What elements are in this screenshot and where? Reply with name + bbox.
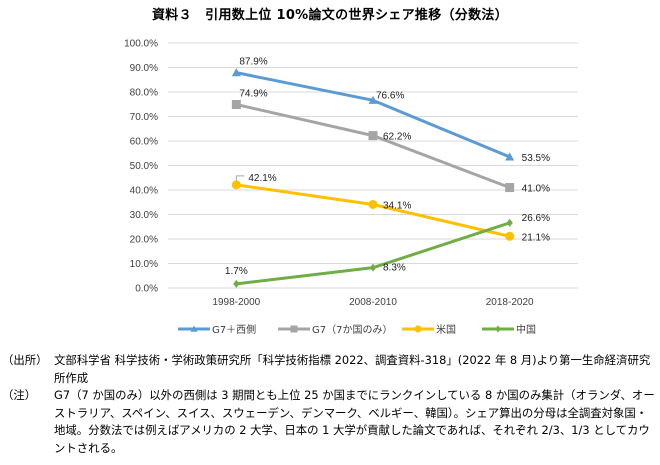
x-tick-label: 2008-2010 <box>349 297 397 308</box>
chart-title: 資料３ 引用数上位 10%論文の世界シェア推移（分数法） <box>151 8 509 23</box>
marker-triangle <box>231 68 241 77</box>
y-tick-label: 80.0% <box>130 88 158 99</box>
y-tick-label: 10.0% <box>130 259 158 270</box>
data-label: 76.6% <box>376 90 404 101</box>
data-label: 62.2% <box>383 132 411 143</box>
series-markers <box>231 68 515 288</box>
y-tick-label: 60.0% <box>130 137 158 148</box>
marker-triangle <box>190 325 198 332</box>
x-tick-label: 1998-2000 <box>212 297 260 308</box>
y-tick-label: 90.0% <box>130 63 158 74</box>
leader-line <box>235 175 245 181</box>
marker-circle <box>505 231 515 241</box>
source-note: （出所） 文部科学省 科学技術・学術政策研究所「科学技術指標 2022、調査資料… <box>2 352 658 387</box>
series-lines <box>234 71 512 286</box>
series-line <box>234 221 512 286</box>
data-label: 87.9% <box>239 57 267 68</box>
y-tick-label: 0.0% <box>135 284 158 295</box>
note-lead: （注） <box>2 388 37 402</box>
y-tick-label: 100.0% <box>124 39 158 50</box>
marker-circle <box>231 180 241 190</box>
marker-diamond <box>369 263 377 272</box>
line-chart: 0.0% 10.0% 20.0% 30.0% 40.0% 50.0% 60.0% 70.0% 8… <box>124 39 578 336</box>
note-text: G7（7 か国のみ）以外の西側は 3 期間とも上位 25 か国までにランクインし… <box>54 388 655 455</box>
marker-circle <box>414 325 422 333</box>
legend-label: 中国 <box>516 323 536 336</box>
footnote: （注） G7（7 か国のみ）以外の西側は 3 期間とも上位 25 か国までにラン… <box>2 387 658 457</box>
data-label: 26.6% <box>522 213 550 224</box>
legend-label: 米国 <box>436 323 456 336</box>
source-text: 文部科学省 科学技術・学術政策研究所「科学技術指標 2022、調査資料-318」… <box>54 353 651 385</box>
y-axis-ticks: 0.0% 10.0% 20.0% 30.0% 40.0% 50.0% 60.0% 70.0% 8… <box>124 39 158 295</box>
source-lead: （出所） <box>2 353 48 367</box>
data-label: 42.1% <box>248 173 276 184</box>
marker-circle <box>368 199 378 209</box>
marker-square <box>231 99 241 109</box>
legend-label: G7＋西側 <box>212 323 256 336</box>
y-tick-label: 20.0% <box>130 235 158 246</box>
marker-square <box>290 325 298 333</box>
data-label: 1.7% <box>225 266 248 277</box>
notes: （出所） 文部科学省 科学技術・学術政策研究所「科学技術指標 2022、調査資料… <box>2 352 658 457</box>
y-tick-label: 40.0% <box>130 186 158 197</box>
data-label: 53.5% <box>522 153 550 164</box>
data-label: 21.1% <box>522 232 550 243</box>
marker-triangle <box>505 152 515 161</box>
marker-diamond <box>233 279 240 288</box>
y-tick-label: 70.0% <box>130 112 158 123</box>
legend-label: G7（7か国のみ） <box>312 324 392 336</box>
data-label: 34.1% <box>383 200 411 211</box>
x-axis-ticks: 1998-2000 2008-2010 2018-2020 <box>212 297 534 308</box>
marker-diamond <box>506 218 513 227</box>
data-label: 8.3% <box>383 263 406 274</box>
series-line <box>234 183 512 238</box>
marker-square <box>505 183 515 193</box>
data-labels: 87.9% 76.6% 53.5% 74.9% 62.2% 41.0% 42.1% 34.1%… <box>225 57 550 277</box>
x-tick-label: 2018-2020 <box>486 297 534 308</box>
legend: G7＋西側 G7（7か国のみ） 米国 中国 <box>178 323 536 336</box>
marker-square <box>368 131 378 141</box>
y-tick-label: 30.0% <box>130 210 158 221</box>
marker-diamond <box>495 325 501 333</box>
y-tick-label: 50.0% <box>130 161 158 172</box>
data-label: 41.0% <box>522 184 550 195</box>
marker-triangle <box>368 95 378 104</box>
gridlines <box>168 42 578 289</box>
data-label: 74.9% <box>239 88 267 99</box>
